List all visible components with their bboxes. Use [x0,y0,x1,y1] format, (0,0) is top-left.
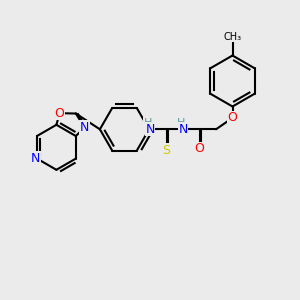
Text: N: N [31,152,40,165]
Text: H: H [143,118,152,128]
Text: S: S [163,144,170,157]
Text: O: O [195,142,204,155]
Text: N: N [80,121,89,134]
Text: H: H [176,118,185,128]
Text: N: N [145,123,155,136]
Text: N: N [178,123,188,136]
Text: CH₃: CH₃ [224,32,242,42]
Text: O: O [228,111,237,124]
Text: O: O [55,107,64,120]
